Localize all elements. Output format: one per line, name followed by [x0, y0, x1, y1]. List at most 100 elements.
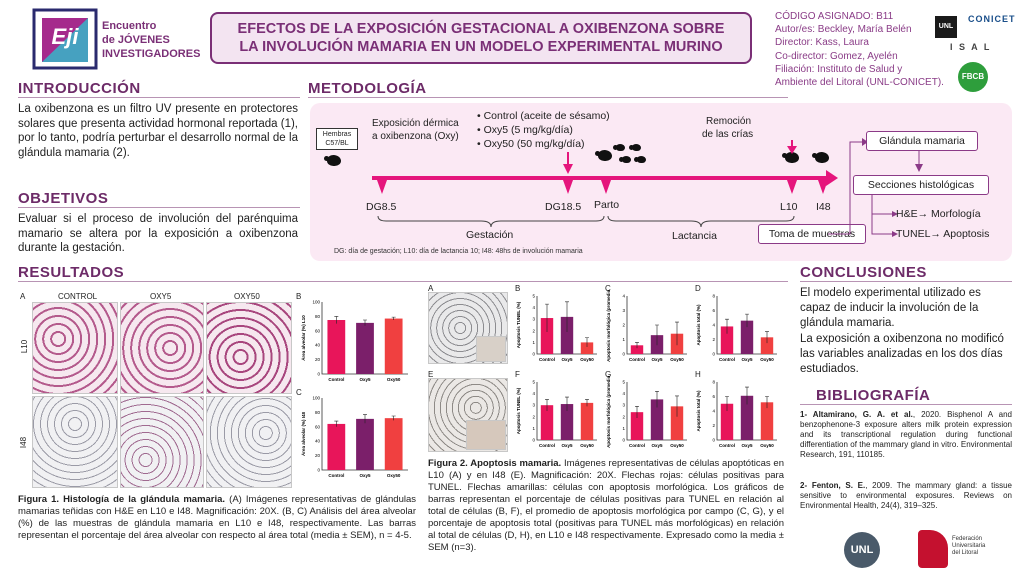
lactation-brace: [607, 215, 795, 228]
reference-1-text: , 2020. Bisphenol A and benzophenone-3 e…: [800, 410, 1012, 459]
error-bar: [391, 316, 396, 320]
x-category-label: Oxy50: [760, 357, 774, 362]
fig1-col-oxy50: OXY50: [234, 292, 260, 301]
bar-oxy5: [650, 399, 664, 440]
label-lactation: Lactancia: [672, 230, 717, 242]
assigned-code: CÓDIGO ASIGNADO: B11: [775, 11, 894, 22]
x-category-label: Control: [539, 357, 555, 362]
error-bar: [765, 396, 769, 409]
x-category-label: Oxy50: [670, 443, 684, 448]
x-category-label: Oxy50: [387, 377, 401, 382]
fig1-row-i48: I48: [19, 436, 29, 449]
x-category-label: Oxy5: [359, 377, 371, 382]
reference-1-author: 1- Altamirano, G. A. et al.: [800, 410, 913, 419]
fig2-panel-g-label: G: [605, 370, 612, 379]
chart-fig2d: 0 2 4 6 8 Apoptosis total (%) Control Oxy5 Oxy50: [695, 290, 781, 366]
x-category-label: Oxy5: [561, 443, 573, 448]
error-bar: [675, 321, 679, 346]
y-tick-label: 4: [532, 391, 535, 396]
y-tick-label: 8: [712, 294, 715, 299]
bar-chart: 0 1 2 3 4 Apoptosis morfológica (promedio) Con…: [606, 288, 687, 362]
bar-oxy50: [580, 342, 594, 354]
chart-axes: [536, 296, 597, 355]
bibliography-heading: BIBLIOGRAFÍA: [816, 387, 931, 404]
bar-control: [327, 320, 346, 374]
micrograph-i48-oxy5: [120, 396, 204, 488]
y-axis-label: Apoptosis TUNEL (%): [516, 301, 521, 348]
chart-fig1b: 0 20 40 60 80 100 Área alveolar (%) L10 Control…: [300, 296, 412, 386]
x-category-label: Control: [539, 443, 555, 448]
logo-line1: Encuentro: [102, 20, 157, 32]
x-category-label: Control: [719, 443, 735, 448]
y-tick-label: 1: [622, 426, 625, 431]
objectives-heading: OBJETIVOS: [18, 190, 109, 207]
x-category-label: Control: [328, 473, 344, 478]
fed-line3: del Litoral: [952, 550, 979, 556]
isal-logo: I S A L: [950, 42, 992, 52]
y-axis-label: Apoptosis total (%): [696, 390, 701, 431]
y-tick-label: 60: [315, 424, 321, 429]
error-bar: [585, 337, 589, 348]
y-tick-label: 2: [622, 323, 625, 328]
fig2-panel-b-label: B: [515, 284, 521, 293]
y-axis-label: Apoptosis morfológica (promedio): [606, 376, 611, 448]
y-tick-label: 3: [532, 317, 535, 322]
mouse-icon: [324, 155, 341, 166]
y-tick-label: 5: [622, 380, 625, 385]
y-tick-label: 3: [622, 308, 625, 313]
fed-logo-text: Federación Universitaria del Litoral: [952, 536, 985, 557]
marker-parto-icon: [601, 180, 611, 194]
bar-oxy5: [560, 316, 574, 354]
group-oxy50: • Oxy50 (50 mg/kg/día): [477, 138, 585, 150]
fig2-panel-f-label: F: [515, 370, 520, 379]
bibliography-divider: [800, 404, 1012, 405]
fed-line1: Federación: [952, 536, 983, 542]
bar-chart: 0 2 4 6 8 Apoptosis total (%) Control Oxy5 Oxy50: [696, 294, 777, 362]
bar-oxy5: [560, 404, 574, 440]
bar-control: [540, 405, 554, 440]
chart-axes: [716, 382, 777, 441]
chart-axes: [626, 382, 687, 441]
y-tick-label: 4: [532, 305, 535, 310]
y-tick-label: 3: [532, 403, 535, 408]
fig2-caption: Figura 2. Apoptosis mamaria. Imágenes re…: [428, 458, 784, 554]
reference-1: 1- Altamirano, G. A. et al., 2020. Bisph…: [800, 410, 1012, 460]
y-tick-label: 5: [532, 294, 535, 299]
conicet-logo: CONICET: [968, 14, 1016, 24]
label-gestation: Gestación: [466, 229, 514, 241]
drop-arrow-exposure-icon: [563, 152, 573, 174]
error-bar: [565, 396, 569, 411]
title-line1: EFECTOS DE LA EXPOSICIÓN GESTACIONAL A O…: [237, 21, 725, 37]
error-bar: [745, 313, 749, 328]
y-tick-label: 0: [317, 468, 320, 473]
x-category-label: Control: [629, 357, 645, 362]
y-tick-label: 8: [712, 380, 715, 385]
micrograph-tunel-l10-inset: [476, 336, 506, 362]
y-axis-label: Apoptosis morfológica (promedio): [606, 290, 611, 362]
conclusions-divider: [800, 281, 1012, 282]
y-tick-label: 0: [622, 352, 625, 357]
y-tick-label: 4: [712, 323, 715, 328]
bar-chart: 0 1 2 3 4 5 Apoptosis TUNEL (%) Control Oxy5 Oxy5…: [516, 294, 597, 362]
y-tick-label: 40: [315, 439, 321, 444]
error-bar: [635, 406, 639, 418]
chart-fig1c: 0 20 40 60 80 100 Área alveolar (%) I48 Control…: [300, 392, 412, 482]
error-bar: [334, 420, 339, 427]
exposure-line2: a oxibenzona (Oxy): [372, 131, 459, 142]
branch-connector-icon: [871, 194, 898, 237]
y-tick-label: 0: [712, 352, 715, 357]
bar-oxy50: [580, 402, 594, 440]
x-category-label: Oxy5: [741, 443, 753, 448]
x-category-label: Oxy50: [580, 357, 594, 362]
group-control: • Control (aceite de sésamo): [477, 110, 610, 122]
y-tick-label: 4: [622, 294, 625, 299]
fbcb-logo: FBCB: [958, 62, 988, 92]
intro-heading: INTRODUCCIÓN: [18, 80, 141, 97]
co-director: Co-director: Gomez, Ayelén: [775, 50, 898, 62]
flow-connector-icon: [828, 138, 868, 235]
reference-2: 2- Fenton, S. E., 2009. The mammary glan…: [800, 481, 1012, 511]
error-bar: [565, 301, 569, 332]
logo-symbol: Eji: [51, 24, 79, 49]
x-category-label: Oxy5: [651, 357, 663, 362]
poster-title: EFECTOS DE LA EXPOSICIÓN GESTACIONAL A O…: [210, 12, 752, 64]
